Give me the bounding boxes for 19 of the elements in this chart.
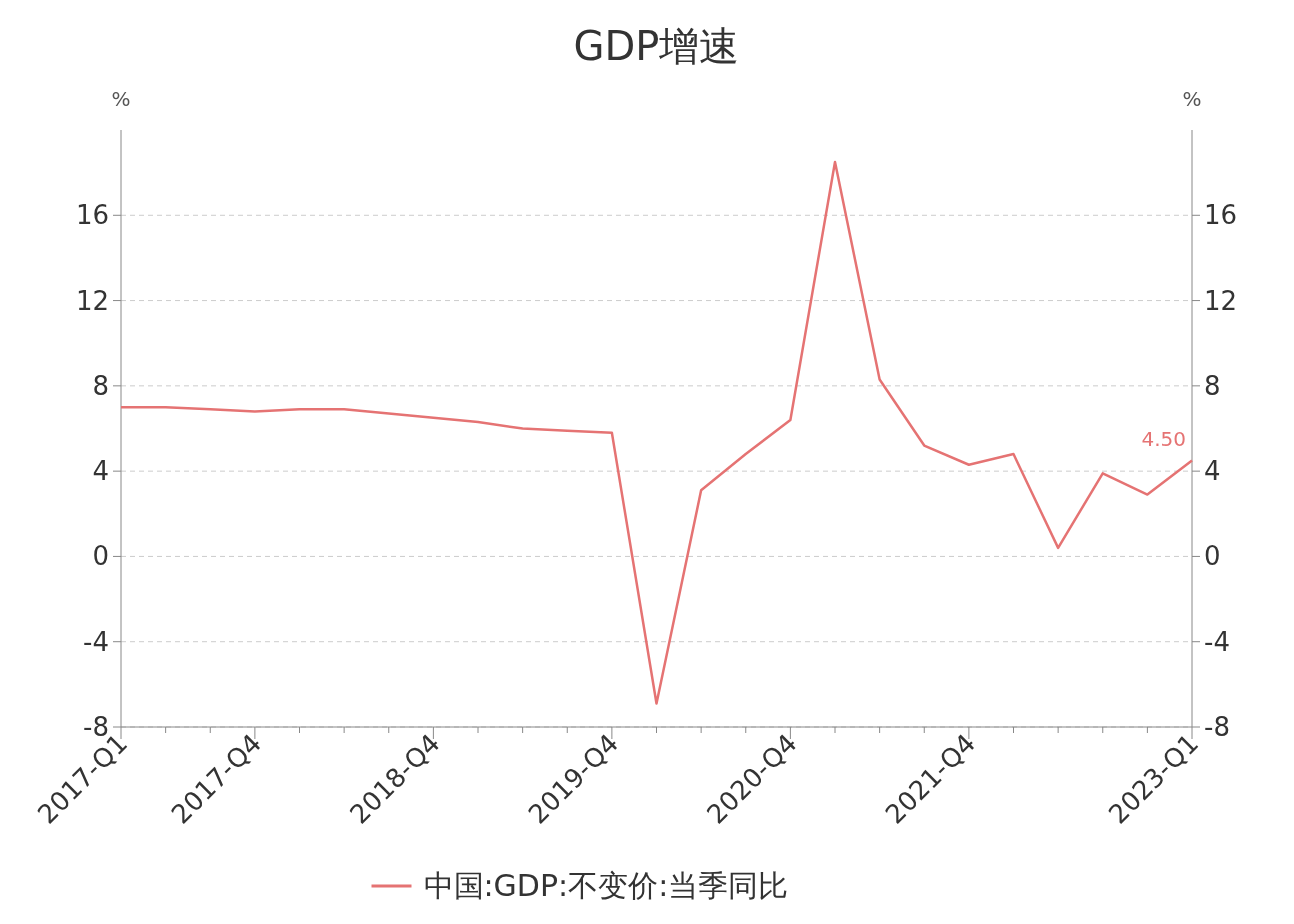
y2-tick-label: 12 bbox=[1204, 285, 1238, 316]
chart-title: GDP增速 bbox=[573, 23, 740, 69]
y-tick-label: 16 bbox=[75, 200, 109, 231]
y2-tick-label: -4 bbox=[1204, 626, 1230, 657]
line-series bbox=[119, 160, 1194, 705]
y-tick-label: -4 bbox=[83, 626, 109, 657]
y2-tick-label: 0 bbox=[1204, 541, 1221, 572]
y-tick-label: 12 bbox=[75, 285, 109, 316]
y2-tick-label: 8 bbox=[1204, 370, 1221, 401]
y2-tick-label: -8 bbox=[1204, 712, 1230, 742]
legend-label: 中国:GDP:不变价:当季同比 bbox=[423, 868, 789, 903]
y-tick-label: 4 bbox=[92, 456, 109, 487]
y-tick-label: 0 bbox=[92, 541, 109, 572]
y2-tick-label: 16 bbox=[1204, 200, 1238, 231]
y2-axis-title: % bbox=[1182, 87, 1202, 111]
data-label: 4.50 bbox=[1141, 427, 1186, 452]
y2-tick-label: 4 bbox=[1204, 456, 1221, 487]
y-axis-title: % bbox=[111, 87, 131, 111]
y-tick-label: 8 bbox=[92, 370, 109, 401]
